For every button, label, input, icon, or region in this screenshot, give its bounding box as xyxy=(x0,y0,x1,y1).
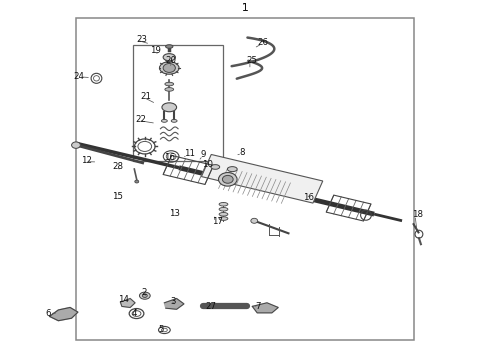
Ellipse shape xyxy=(222,175,233,183)
Text: 27: 27 xyxy=(205,302,216,311)
Text: 1: 1 xyxy=(242,3,248,13)
Bar xyxy=(133,45,223,161)
Text: 22: 22 xyxy=(135,115,146,124)
Text: 21: 21 xyxy=(140,92,151,101)
Text: 20: 20 xyxy=(166,56,177,65)
Text: 23: 23 xyxy=(137,35,147,44)
Text: 16: 16 xyxy=(164,153,175,162)
Text: 19: 19 xyxy=(150,46,161,55)
Ellipse shape xyxy=(219,207,228,211)
Ellipse shape xyxy=(163,63,175,72)
Text: 7: 7 xyxy=(256,302,261,311)
Ellipse shape xyxy=(219,172,237,186)
Text: 16: 16 xyxy=(303,193,314,202)
Ellipse shape xyxy=(159,62,179,74)
Ellipse shape xyxy=(166,45,173,48)
Ellipse shape xyxy=(227,167,237,172)
Text: 15: 15 xyxy=(112,192,123,201)
Ellipse shape xyxy=(219,217,228,220)
Ellipse shape xyxy=(251,218,258,223)
Text: 2: 2 xyxy=(142,288,147,297)
Ellipse shape xyxy=(165,82,173,86)
Text: 4: 4 xyxy=(132,309,137,318)
Text: 14: 14 xyxy=(118,295,129,304)
Ellipse shape xyxy=(161,120,167,122)
Text: 28: 28 xyxy=(112,162,123,171)
Text: 25: 25 xyxy=(246,56,257,65)
Ellipse shape xyxy=(163,54,175,61)
Polygon shape xyxy=(121,298,135,307)
Ellipse shape xyxy=(165,87,173,91)
Ellipse shape xyxy=(72,142,80,148)
Text: 18: 18 xyxy=(412,210,423,219)
Text: 24: 24 xyxy=(73,72,84,81)
Text: 1: 1 xyxy=(242,3,248,13)
Bar xyxy=(76,18,414,339)
Ellipse shape xyxy=(162,103,176,112)
Ellipse shape xyxy=(219,202,228,206)
Ellipse shape xyxy=(171,120,177,122)
Ellipse shape xyxy=(135,180,139,183)
Text: 11: 11 xyxy=(184,149,195,158)
Text: 26: 26 xyxy=(257,39,268,48)
Text: 10: 10 xyxy=(202,160,213,169)
Polygon shape xyxy=(49,307,78,321)
Text: 9: 9 xyxy=(200,150,205,159)
Text: 17: 17 xyxy=(212,217,223,226)
Polygon shape xyxy=(164,298,184,309)
Polygon shape xyxy=(252,303,278,313)
Text: 8: 8 xyxy=(239,148,245,157)
Ellipse shape xyxy=(219,212,228,216)
Text: 5: 5 xyxy=(158,325,164,334)
Text: 13: 13 xyxy=(169,209,180,218)
Text: 12: 12 xyxy=(81,156,92,165)
Ellipse shape xyxy=(143,294,147,297)
Ellipse shape xyxy=(211,165,220,169)
Polygon shape xyxy=(201,154,323,203)
Text: 6: 6 xyxy=(46,309,51,318)
Ellipse shape xyxy=(140,292,150,299)
Text: 3: 3 xyxy=(171,297,176,306)
